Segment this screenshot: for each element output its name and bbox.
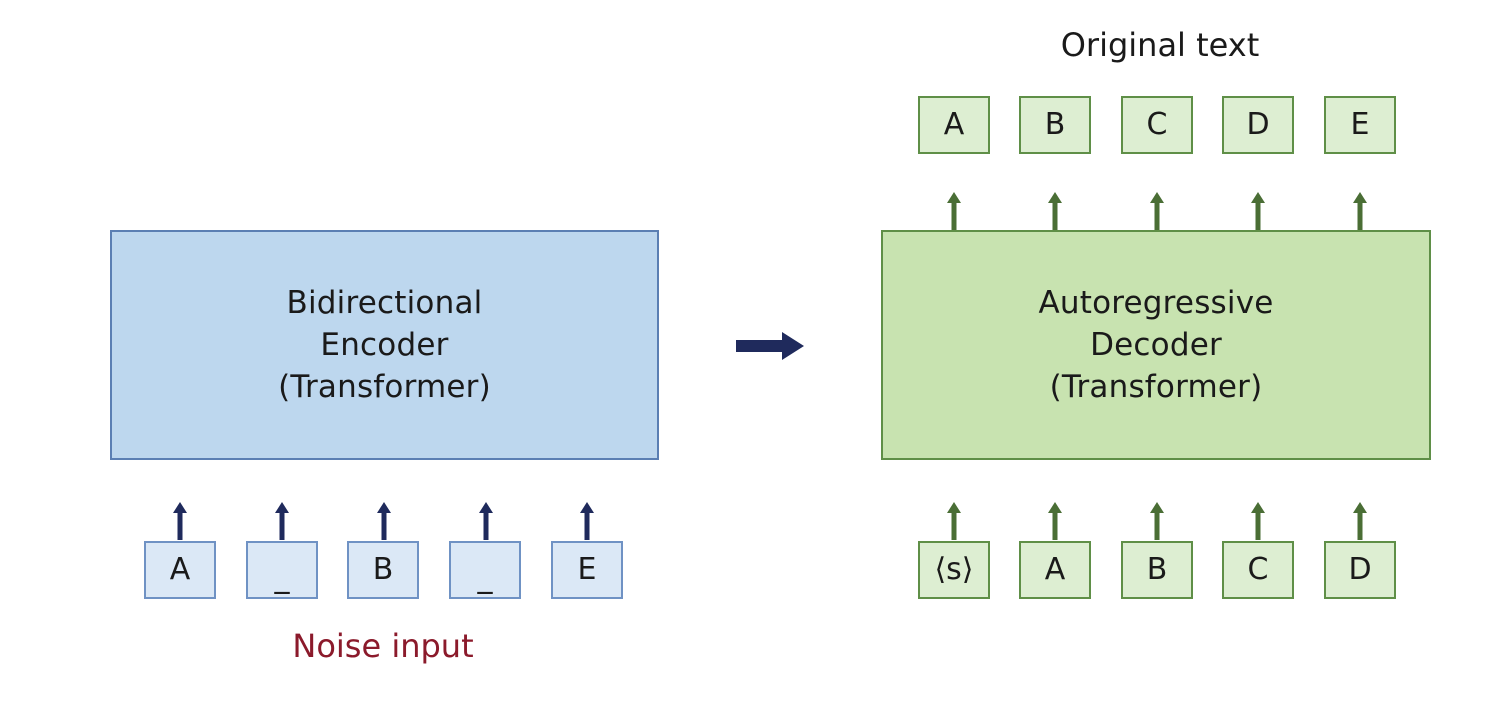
up-arrow-icon — [580, 502, 594, 540]
original-text-label: Original text — [1060, 26, 1260, 64]
decoder-input-token-label: ⟨s⟩ — [934, 552, 974, 587]
up-arrow-icon — [1048, 502, 1062, 540]
noise-input-token: A — [144, 541, 216, 599]
up-arrow-icon — [275, 502, 289, 540]
encoder-line-1: Bidirectional — [286, 285, 483, 321]
decoder-input-token: A — [1019, 541, 1091, 599]
up-arrow-icon — [1251, 502, 1265, 540]
noise-input-token: E — [551, 541, 623, 599]
decoder-line-2: Decoder — [1090, 327, 1222, 363]
decoder-input-token: D — [1324, 541, 1396, 599]
noise-input-token-label: B — [372, 552, 394, 587]
up-arrow-icon — [947, 502, 961, 540]
noise-input-token: _ — [449, 541, 521, 599]
up-arrow-icon — [1353, 192, 1367, 230]
output-token-label: E — [1350, 107, 1370, 142]
decoder-input-token-label: C — [1247, 552, 1269, 587]
noise-input-token: B — [347, 541, 419, 599]
up-arrow-icon — [1150, 502, 1164, 540]
noise-input-token-label: _ — [477, 560, 493, 595]
up-arrow-icon — [1251, 192, 1265, 230]
encoder-line-3: (Transformer) — [278, 369, 491, 405]
decoder-input-token-label: B — [1146, 552, 1168, 587]
up-arrow-icon — [1150, 192, 1164, 230]
output-token: A — [918, 96, 990, 154]
output-token-label: A — [943, 107, 965, 142]
decoder-input-token: B — [1121, 541, 1193, 599]
output-token-label: D — [1246, 107, 1270, 142]
decoder-input-token: ⟨s⟩ — [918, 541, 990, 599]
output-token: E — [1324, 96, 1396, 154]
noise-input-token-label: _ — [274, 560, 290, 595]
output-token: C — [1121, 96, 1193, 154]
decoder-input-token: C — [1222, 541, 1294, 599]
output-token: D — [1222, 96, 1294, 154]
decoder-input-token-label: A — [1044, 552, 1066, 587]
right-arrow-icon — [736, 332, 804, 360]
bidirectional-encoder-block: Bidirectional Encoder (Transformer) — [110, 230, 659, 460]
decoder-input-token-label: D — [1348, 552, 1372, 587]
output-token-label: B — [1044, 107, 1066, 142]
up-arrow-icon — [1353, 502, 1367, 540]
up-arrow-icon — [947, 192, 961, 230]
noise-input-label: Noise input — [292, 627, 474, 665]
up-arrow-icon — [1048, 192, 1062, 230]
output-token: B — [1019, 96, 1091, 154]
up-arrow-icon — [479, 502, 493, 540]
noise-input-token-label: A — [169, 552, 191, 587]
decoder-line-3: (Transformer) — [1049, 369, 1263, 405]
up-arrow-icon — [173, 502, 187, 540]
decoder-line-1: Autoregressive — [1038, 285, 1274, 321]
output-token-label: C — [1146, 107, 1168, 142]
up-arrow-icon — [377, 502, 391, 540]
noise-input-token-label: E — [577, 552, 597, 587]
autoregressive-decoder-block: Autoregressive Decoder (Transformer) — [881, 230, 1431, 460]
noise-input-token: _ — [246, 541, 318, 599]
encoder-line-2: Encoder — [320, 327, 449, 363]
